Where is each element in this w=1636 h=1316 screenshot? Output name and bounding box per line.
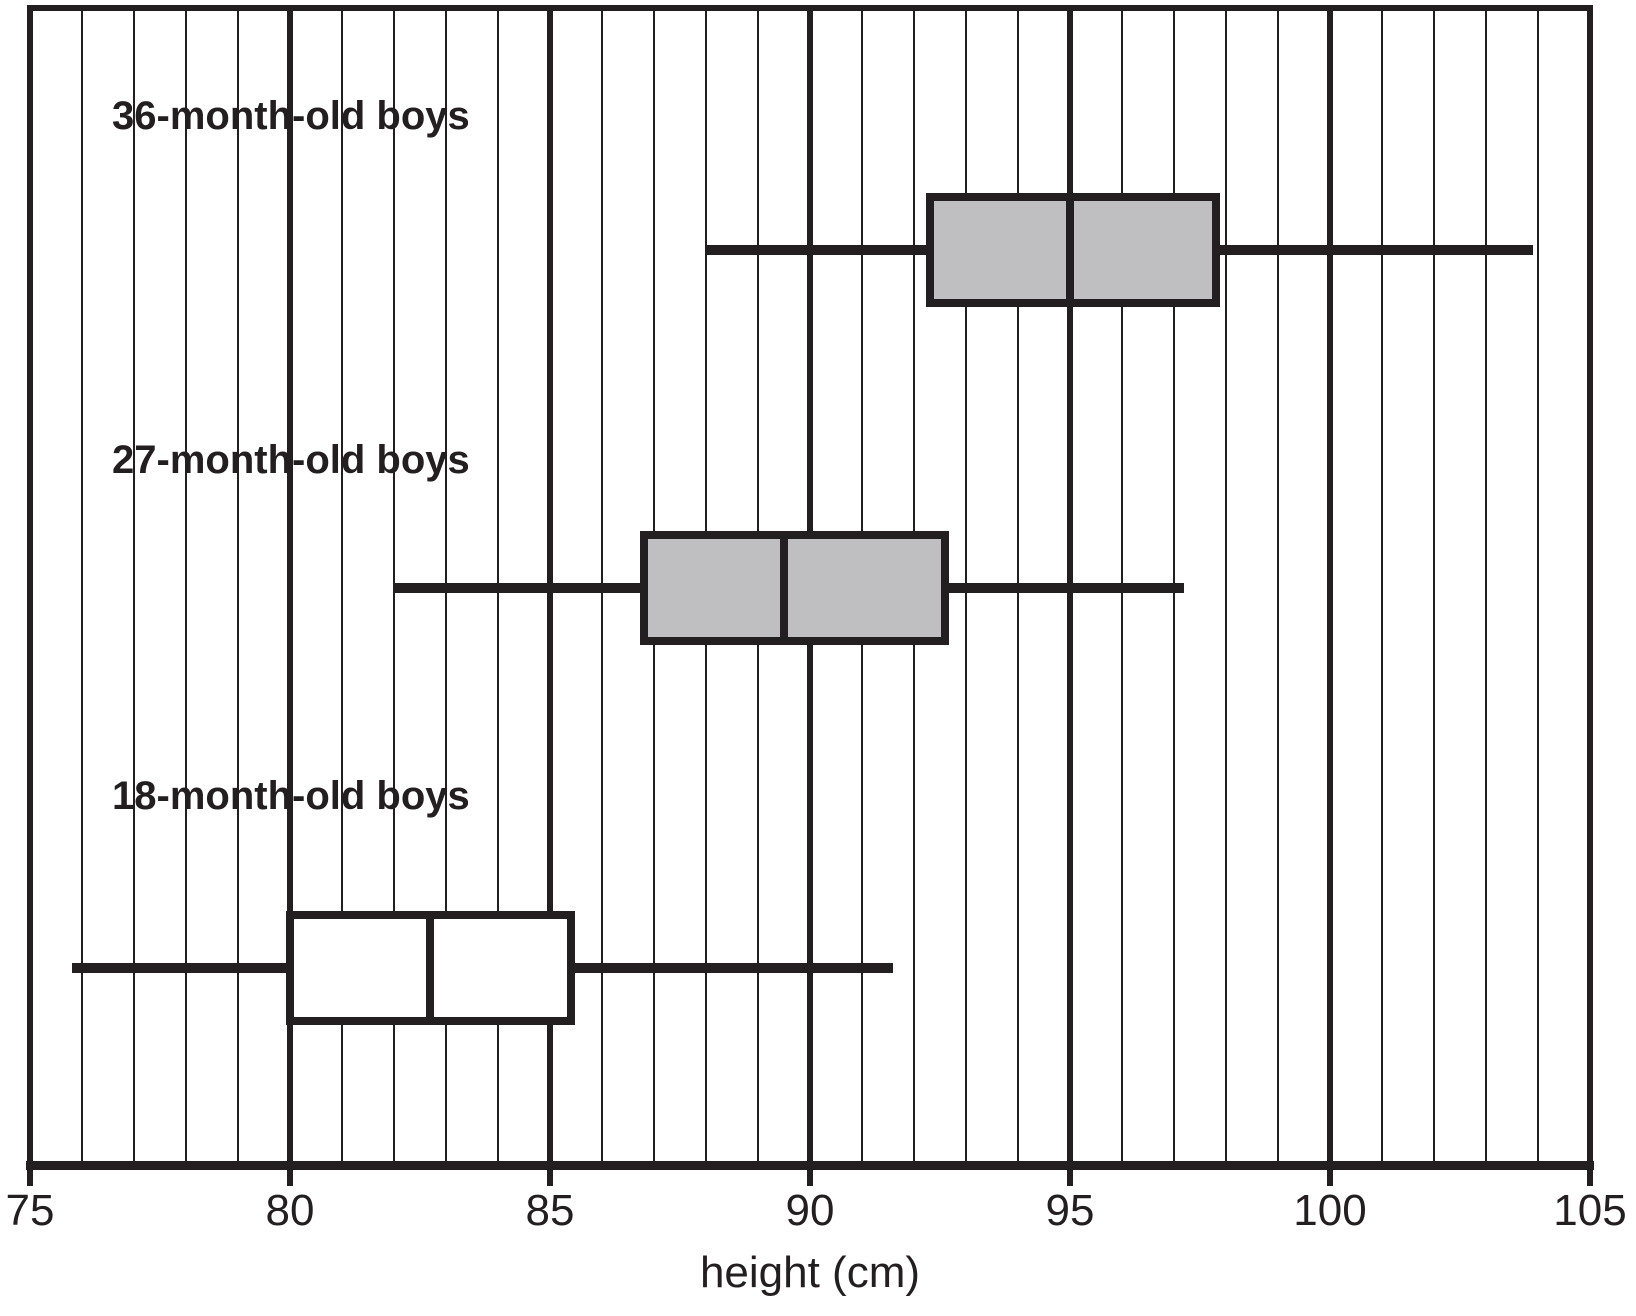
x-tick <box>287 1170 293 1186</box>
median-line-36-month-old-boys <box>1066 201 1074 299</box>
x-tick <box>1587 1170 1593 1186</box>
x-tick <box>807 1170 813 1186</box>
x-axis-line <box>26 1161 1594 1170</box>
whisker-left-36-month-old-boys <box>706 245 930 255</box>
major-gridline <box>1327 11 1333 1161</box>
minor-gridline <box>81 11 83 1161</box>
minor-gridline <box>341 11 343 1161</box>
median-line-18-month-old-boys <box>426 919 435 1017</box>
x-tick-label: 95 <box>1045 1186 1095 1235</box>
minor-gridline <box>133 11 135 1161</box>
x-tick-label: 90 <box>785 1186 835 1235</box>
whisker-left-18-month-old-boys <box>71 963 290 973</box>
minor-gridline <box>1225 11 1227 1161</box>
plot-border-top <box>27 5 1593 11</box>
series-label-27-month-old-boys: 27-month-old boys <box>112 438 470 482</box>
x-tick-label: 85 <box>525 1186 575 1235</box>
x-tick-label: 75 <box>5 1186 55 1235</box>
x-tick <box>547 1170 553 1186</box>
plot-border-left <box>27 5 33 1169</box>
box-27-month-old-boys <box>639 531 950 645</box>
x-tick <box>27 1170 33 1186</box>
x-tick-label: 105 <box>1553 1186 1627 1235</box>
whisker-right-27-month-old-boys <box>945 583 1185 593</box>
minor-gridline <box>237 11 239 1161</box>
minor-gridline <box>185 11 187 1161</box>
whisker-right-36-month-old-boys <box>1215 245 1533 255</box>
series-label-18-month-old-boys: 18-month-old boys <box>112 774 470 818</box>
minor-gridline <box>1433 11 1435 1161</box>
x-axis-title: height (cm) <box>699 1248 921 1297</box>
major-gridline <box>287 11 293 1161</box>
whisker-left-27-month-old-boys <box>394 583 644 593</box>
minor-gridline <box>1485 11 1487 1161</box>
minor-gridline <box>1277 11 1279 1161</box>
median-line-27-month-old-boys <box>780 539 788 637</box>
minor-gridline <box>1537 11 1539 1161</box>
x-tick-label: 100 <box>1293 1186 1367 1235</box>
series-label-36-month-old-boys: 36-month-old boys <box>112 94 470 138</box>
x-tick <box>1327 1170 1333 1186</box>
plot-border-right <box>1587 5 1593 1169</box>
minor-gridline <box>1381 11 1383 1161</box>
x-tick-label: 80 <box>265 1186 315 1235</box>
whisker-right-18-month-old-boys <box>570 963 894 973</box>
x-tick <box>1067 1170 1073 1186</box>
